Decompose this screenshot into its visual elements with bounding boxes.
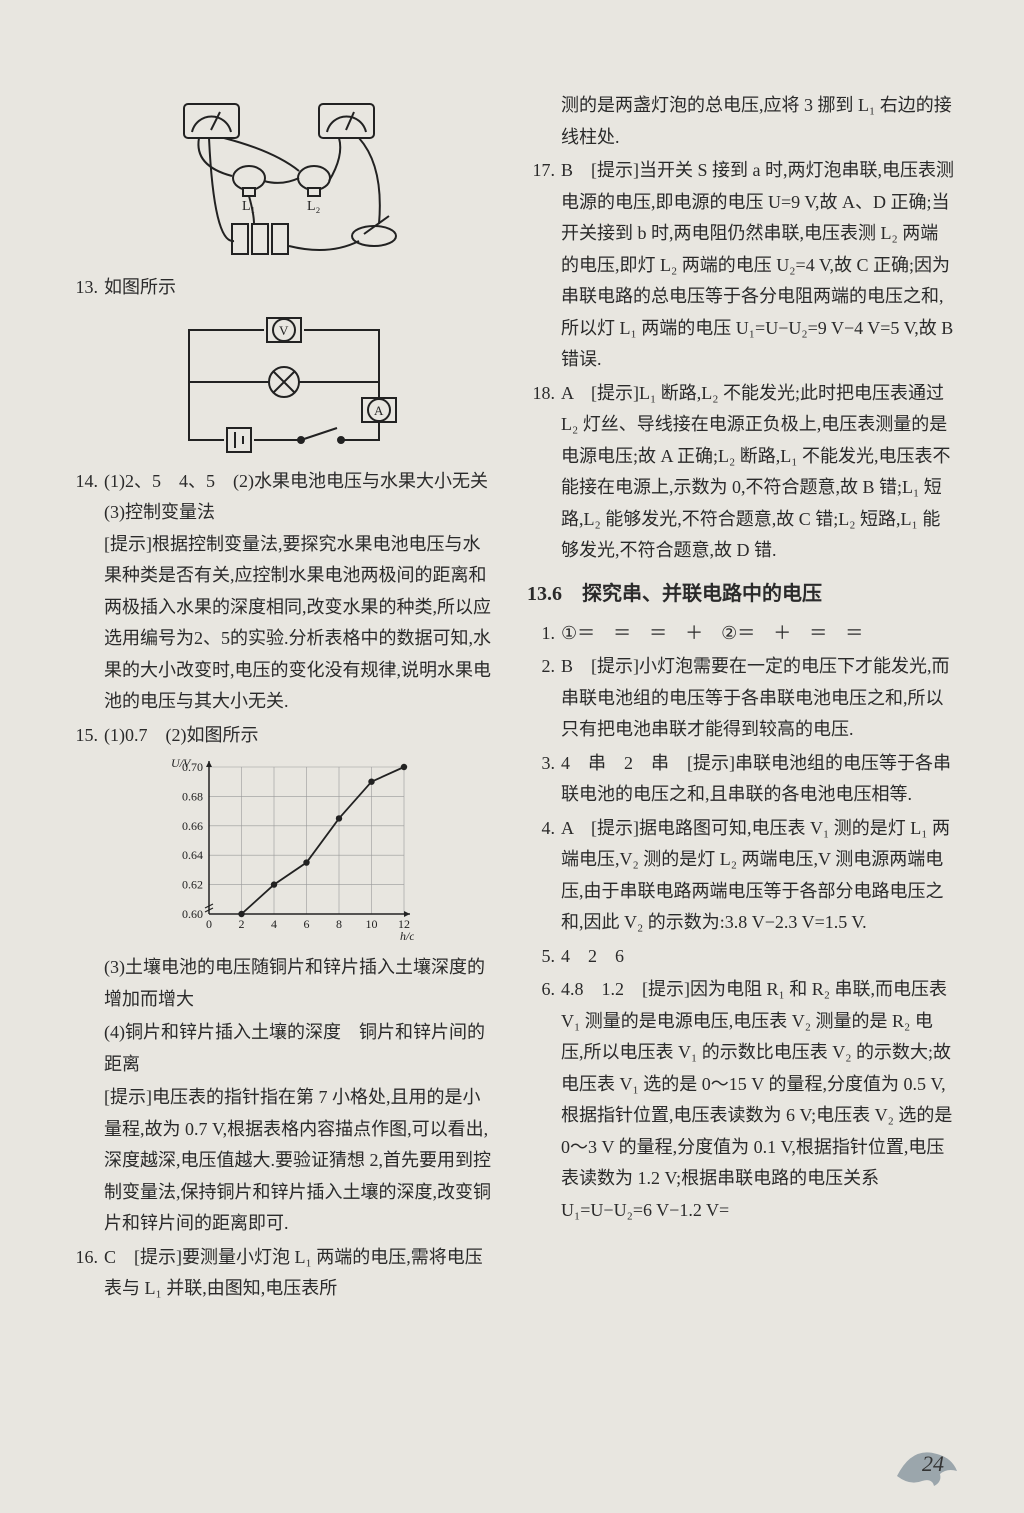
s1-num: 1. (527, 618, 561, 650)
s3: 3. 4 串 2 串 [提示]串联电池组的电压等于各串联电池的电压之和,且串联的… (527, 748, 954, 811)
q18-ans: A (561, 383, 591, 403)
s4-ans: A (561, 818, 591, 838)
s3-ans: 4 串 2 串 (561, 753, 687, 773)
q15-body: (1)0.7 (2)如图所示 (104, 720, 497, 752)
q18: 18. A [提示]L₁ 断路,L₂ 不能发光;此时把电压表通过 L₂ 灯丝、导… (527, 378, 954, 567)
circuit-svg-2: V A (169, 310, 399, 460)
s2-num: 2. (527, 651, 561, 746)
s4: 4. A [提示]据电路图可知,电压表 V₁ 测的是灯 L₁ 两端电压,V₂ 测… (527, 813, 954, 939)
q14-hint: 根据控制变量法,要探究水果电池电压与水果种类是否有关,应控制水果电池两极间的距离… (104, 534, 491, 712)
q15-hint-label: [提示] (104, 1087, 152, 1107)
q18-hint: L₁ 断路,L₂ 不能发光;此时把电压表通过 L₂ 灯丝、导线接在电源正负极上,… (561, 383, 951, 561)
s1-body: ①＝ ＝ ＝ ＋ ②＝ ＋ ＝ ＝ (561, 618, 954, 650)
q17-ans: B (561, 160, 591, 180)
q16: 16. C [提示]要测量小灯泡 L₁ 两端的电压,需将电压表与 L₁ 并联,由… (70, 1242, 497, 1305)
circuit-svg-1: L₁ L₂ (154, 96, 414, 266)
svg-text:0: 0 (206, 917, 212, 931)
q16-cont-row: 测的是两盏灯泡的总电压,应将 3 挪到 L₁ 右边的接线柱处. (527, 90, 954, 153)
s3-num: 3. (527, 748, 561, 811)
q14-body: (1)2、5 4、5 (2)水果电池电压与水果大小无关 (3)控制变量法 [提示… (104, 466, 497, 718)
q18-num: 18. (527, 378, 561, 567)
q15-chart: 0246810120.600.620.640.660.680.70U/Vh/cm (70, 757, 497, 942)
svg-text:0.60: 0.60 (182, 907, 203, 921)
q15-p4-row: (4)铜片和锌片插入土壤的深度 铜片和锌片间的距离 (70, 1017, 497, 1080)
s6-hint: 因为电阻 R₁ 和 R₂ 串联,而电压表 V₁ 测量的是电源电压,电压表 V₂ … (561, 979, 952, 1220)
q13-num: 13. (70, 272, 104, 304)
label-L2: L₂ (307, 199, 321, 214)
svg-text:0.64: 0.64 (182, 848, 203, 862)
q14: 14. (1)2、5 4、5 (2)水果电池电压与水果大小无关 (3)控制变量法… (70, 466, 497, 718)
svg-text:0.68: 0.68 (182, 789, 203, 803)
svg-text:0.66: 0.66 (182, 819, 203, 833)
page-number: 24 (922, 1451, 944, 1477)
q14-ans: (1)2、5 4、5 (2)水果电池电压与水果大小无关 (3)控制变量法 (104, 471, 506, 523)
q16-num: 16. (70, 1242, 104, 1305)
q15-hint: 电压表的指针指在第 7 小格处,且用的是小量程,故为 0.7 V,根据表格内容描… (104, 1087, 491, 1233)
s1: 1. ①＝ ＝ ＝ ＋ ②＝ ＋ ＝ ＝ (527, 618, 954, 650)
circuit-figure-1: L₁ L₂ (70, 96, 497, 266)
label-L1: L₁ (242, 199, 255, 214)
svg-text:8: 8 (336, 917, 342, 931)
q14-num: 14. (70, 466, 104, 718)
svg-text:A: A (374, 403, 384, 418)
q17-num: 17. (527, 155, 561, 376)
section-title: 13.6 探究串、并联电路中的电压 (527, 577, 954, 612)
s2: 2. B [提示]小灯泡需要在一定的电压下才能发光,而串联电池组的电压等于各串联… (527, 651, 954, 746)
svg-text:V: V (279, 323, 289, 338)
q13: 13. 如图所示 (70, 272, 497, 304)
q17-hint: 当开关 S 接到 a 时,两灯泡串联,电压表测电源的电压,即电源的电压 U=9 … (561, 160, 954, 369)
q15-ans: (1)0.7 (2)如图所示 (104, 725, 258, 745)
s5: 5. 4 2 6 (527, 941, 954, 973)
right-column: 测的是两盏灯泡的总电压,应将 3 挪到 L₁ 右边的接线柱处. 17. B [提… (527, 90, 954, 1430)
svg-text:10: 10 (365, 917, 377, 931)
q15-num: 15. (70, 720, 104, 752)
q15-hint-row: [提示]电压表的指针指在第 7 小格处,且用的是小量程,故为 0.7 V,根据表… (70, 1082, 497, 1240)
s6-hint-label: [提示] (642, 979, 690, 999)
s3-hint-label: [提示] (687, 753, 735, 773)
q18-hint-label: [提示] (591, 383, 639, 403)
s6-ans: 4.8 1.2 (561, 979, 642, 999)
q15-p4: (4)铜片和锌片插入土壤的深度 铜片和锌片间的距离 (104, 1017, 497, 1080)
svg-text:2: 2 (238, 917, 244, 931)
q16-cont: 测的是两盏灯泡的总电压,应将 3 挪到 L₁ 右边的接线柱处. (561, 90, 954, 153)
s2-hint-label: [提示] (591, 656, 639, 676)
s6: 6. 4.8 1.2 [提示]因为电阻 R₁ 和 R₂ 串联,而电压表 V₁ 测… (527, 974, 954, 1226)
q15: 15. (1)0.7 (2)如图所示 (70, 720, 497, 752)
s5-num: 5. (527, 941, 561, 973)
chart-svg: 0246810120.600.620.640.660.680.70U/Vh/cm (154, 757, 414, 942)
s2-ans: B (561, 656, 591, 676)
svg-text:6: 6 (303, 917, 309, 931)
left-column: L₁ L₂ 13. 如图所示 V (70, 90, 497, 1430)
page: L₁ L₂ 13. 如图所示 V (70, 90, 954, 1430)
svg-text:U/V: U/V (171, 757, 192, 770)
q15-p3: (3)土壤电池的电压随铜片和锌片插入土壤深度的增加而增大 (104, 952, 497, 1015)
s4-hint-label: [提示] (591, 818, 639, 838)
q16-ans: C (104, 1247, 134, 1267)
q14-hint-label: [提示] (104, 534, 152, 554)
circuit-figure-2: V A (70, 310, 497, 460)
svg-text:h/cm: h/cm (400, 929, 414, 942)
s4-num: 4. (527, 813, 561, 939)
q17-hint-label: [提示] (591, 160, 639, 180)
svg-text:0.62: 0.62 (182, 878, 203, 892)
s6-num: 6. (527, 974, 561, 1226)
s5-body: 4 2 6 (561, 941, 954, 973)
q15-p3-row: (3)土壤电池的电压随铜片和锌片插入土壤深度的增加而增大 (70, 952, 497, 1015)
q17: 17. B [提示]当开关 S 接到 a 时,两灯泡串联,电压表测电源的电压,即… (527, 155, 954, 376)
q13-body: 如图所示 (104, 272, 497, 304)
svg-text:4: 4 (271, 917, 277, 931)
q16-hint-label: [提示] (134, 1247, 182, 1267)
